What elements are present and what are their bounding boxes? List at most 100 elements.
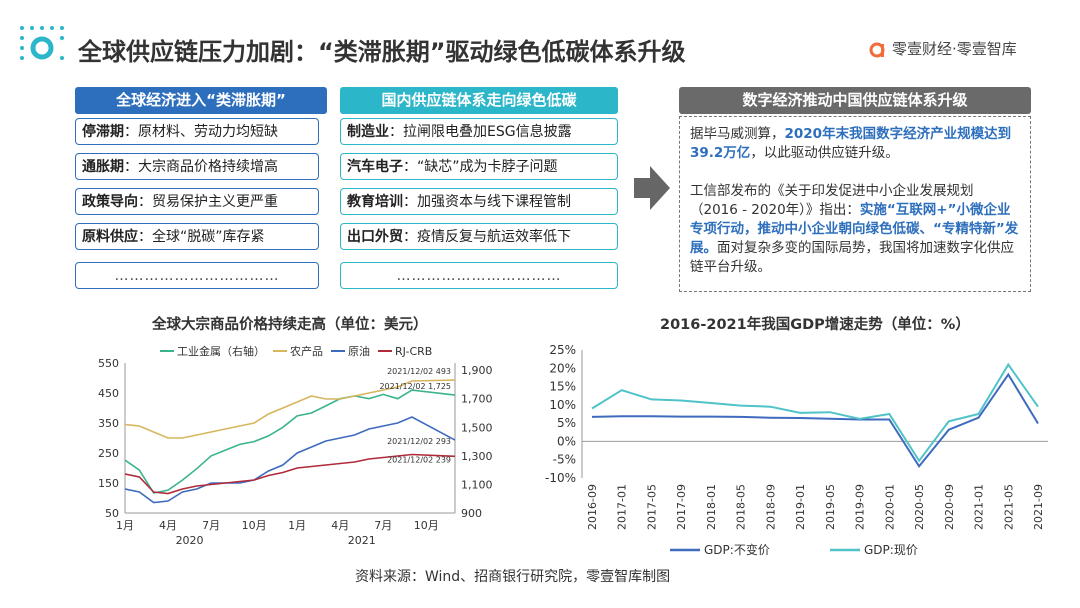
- chart2-x-tick-label: 2016-09: [586, 484, 599, 530]
- chart1-legend-item: RJ-CRB: [378, 345, 432, 358]
- chart2-y-tick-label: -5%: [553, 453, 576, 467]
- col2-item-key: 汽车电子: [347, 159, 403, 175]
- chart1-right-tick-label: 900: [461, 507, 482, 520]
- chart1-legend-item: 工业金属（右轴）: [160, 343, 265, 359]
- chart1-legend-item: 农产品: [273, 343, 323, 359]
- chart2-y-tick-label: 25%: [549, 343, 576, 357]
- chart1-right-tick-label: 1,900: [461, 364, 493, 377]
- col1-item: 政策导向：贸易保护主义更严重: [75, 188, 319, 215]
- col1-title: 全球经济进入“类滞胀期”: [75, 87, 327, 114]
- col2-item-key: 教育培训: [347, 194, 403, 210]
- chart1-x-tick-label: 4月: [331, 519, 349, 532]
- col1-item: 停滞期：原材料、劳动力均短缺: [75, 118, 319, 145]
- chart1-x-tick-label: 10月: [414, 519, 439, 532]
- chart1-right-tick-label: 1,100: [461, 478, 493, 491]
- chart1-x-tick-label: 4月: [159, 519, 177, 532]
- chart2-series-line: [591, 362, 1039, 463]
- col2-item: 制造业：拉闸限电叠加ESG信息披露: [340, 118, 618, 145]
- chart1-data-label: 2021/12/02 1,725: [379, 382, 451, 391]
- chart2-x-tick-label: 2019-09: [854, 484, 867, 530]
- chart1-left-tick-label: 550: [98, 357, 119, 370]
- col1-item: 通胀期：大宗商品价格持续增高: [75, 153, 319, 180]
- legend-line-icon: [273, 350, 287, 352]
- chart2-x-tick-label: 2018-05: [735, 484, 748, 530]
- chart2-gdp-growth: 25% 20% 15% 10% 5% 0% -5% -10% 2016-09 2017-01 201…: [545, 343, 1048, 557]
- col2-item: 出口外贸：疫情反复与航运效率低下: [340, 223, 618, 250]
- brand-logo-icon: [869, 42, 885, 57]
- chart1-series-line: [124, 379, 456, 439]
- chart2-x-tick-label: 2018-09: [764, 484, 777, 530]
- chart1-left-tick-label: 150: [98, 477, 119, 490]
- chart2-y-tick-label: 20%: [549, 361, 576, 375]
- chart1-title: 全球大宗商品价格持续走高（单位：美元）: [152, 317, 428, 333]
- col3-title: 数字经济推动中国供应链体系升级: [679, 87, 1031, 114]
- right-arrow-icon: [634, 166, 670, 210]
- chart1-right-tick-label: 1,700: [461, 393, 493, 406]
- col2-item-text: ：加强资本与线下课程管制: [403, 194, 571, 210]
- chart2-legend-label: GDP:现价: [864, 543, 918, 557]
- logo-dots-icon: [20, 26, 64, 60]
- col2-item-key: 出口外贸: [347, 229, 403, 245]
- chart2-y-tick-label: 15%: [549, 380, 576, 394]
- chart1-x-tick-label: 1月: [116, 519, 134, 532]
- chart1-legend-item: 原油: [331, 343, 370, 359]
- chart2-title: 2016-2021年我国GDP增速走势（单位：%）: [660, 317, 970, 333]
- chart2-y-tick-label: 0%: [557, 434, 576, 448]
- col1-item-text: ：全球“脱碳”库存紧: [138, 229, 265, 245]
- page-title: 全球供应链压力加剧：“类滞胀期”驱动绿色低碳体系升级: [78, 38, 686, 66]
- chart2-x-tick-label: 2020-01: [883, 484, 896, 530]
- chart1-series-line: [124, 416, 456, 504]
- col2-ellipsis: ……………………………: [340, 262, 618, 289]
- chart1-x-tick-label: 10月: [242, 519, 267, 532]
- chart2-y-tick-label: 10%: [549, 398, 576, 412]
- chart2-x-tick-label: 2019-01: [794, 484, 807, 530]
- chart1-left-tick-label: 250: [98, 447, 119, 460]
- chart2-legend-label: GDP:不变价: [704, 542, 770, 557]
- chart2-x-tick-label: 2021-05: [1002, 484, 1015, 530]
- chart1-legend: 工业金属（右轴） 农产品 原油 RJ-CRB: [160, 337, 440, 359]
- legend-line-icon: [378, 350, 392, 352]
- chart2-series-line: [591, 372, 1039, 469]
- col2-item-text: ：“缺芯”成为卡脖子问题: [403, 159, 558, 175]
- col2-item: 汽车电子：“缺芯”成为卡脖子问题: [340, 153, 618, 180]
- chart1-commodity-prices: 50 150 250 350 450 550 900 1,100 1,300 1,500 1,700…: [98, 357, 493, 547]
- chart2-x-tick-label: 2017-01: [616, 484, 629, 530]
- paragraph-1: 据毕马威测算，2020年末我国数字经济产业规模达到39.2万亿，以此驱动供应链升…: [690, 126, 1012, 161]
- chart1-left-tick-label: 450: [98, 387, 119, 400]
- chart1-data-label: 2021/12/02 493: [387, 367, 451, 376]
- source-note: 资料来源：Wind、招商银行研究院，零壹智库制图: [355, 569, 671, 585]
- brand-name: 零壹财经·零壹智库: [892, 40, 1017, 58]
- chart1-left-tick-label: 50: [105, 507, 119, 520]
- col2-title: 国内供应链体系走向绿色低碳: [340, 87, 618, 114]
- col1-item-text: ：原材料、劳动力均短缺: [124, 124, 278, 140]
- col2-item: 教育培训：加强资本与线下课程管制: [340, 188, 618, 215]
- chart1-series-line: [124, 389, 456, 494]
- chart1-year-label: 2020: [176, 534, 204, 547]
- col1-item-key: 原料供应: [82, 229, 138, 245]
- col1-item-text: ：大宗商品价格持续增高: [124, 159, 278, 175]
- chart2-x-tick-label: 2017-05: [645, 484, 658, 530]
- chart2-x-tick-label: 2020-05: [913, 484, 926, 530]
- chart1-series-line: [124, 453, 456, 495]
- col2-item-text: ：疫情反复与航运效率低下: [403, 229, 571, 245]
- chart2-x-tick-label: 2021-09: [1032, 484, 1045, 530]
- col1-item-key: 停滞期: [82, 124, 124, 140]
- col1-ellipsis: ……………………………: [75, 262, 319, 289]
- chart1-right-tick-label: 1,300: [461, 450, 493, 463]
- col1-item-text: ：贸易保护主义更严重: [138, 194, 278, 210]
- col2-item-key: 制造业: [347, 124, 389, 140]
- legend-line-icon: [331, 350, 345, 352]
- col1-item-key: 通胀期: [82, 159, 124, 175]
- chart2-y-tick-label: -10%: [545, 471, 576, 485]
- chart2-x-tick-label: 2019-05: [824, 484, 837, 530]
- chart1-year-label: 2021: [348, 534, 376, 547]
- chart1-data-label: 2021/12/02 293: [387, 437, 451, 446]
- col2-item-text: ：拉闸限电叠加ESG信息披露: [389, 124, 572, 140]
- digital-economy-panel: 据毕马威测算，2020年末我国数字经济产业规模达到39.2万亿，以此驱动供应链升…: [679, 116, 1031, 292]
- paragraph-2: 工信部发布的《关于印发促进中小企业发展规划（2016 - 2020年）》指出：实…: [690, 183, 1019, 275]
- chart2-x-tick-label: 2021-01: [973, 484, 986, 530]
- chart1-data-label: 2021/12/02 239: [387, 455, 451, 464]
- chart1-x-tick-label: 7月: [374, 519, 392, 532]
- col1-item-key: 政策导向: [82, 194, 138, 210]
- chart2-x-tick-label: 2020-09: [943, 484, 956, 530]
